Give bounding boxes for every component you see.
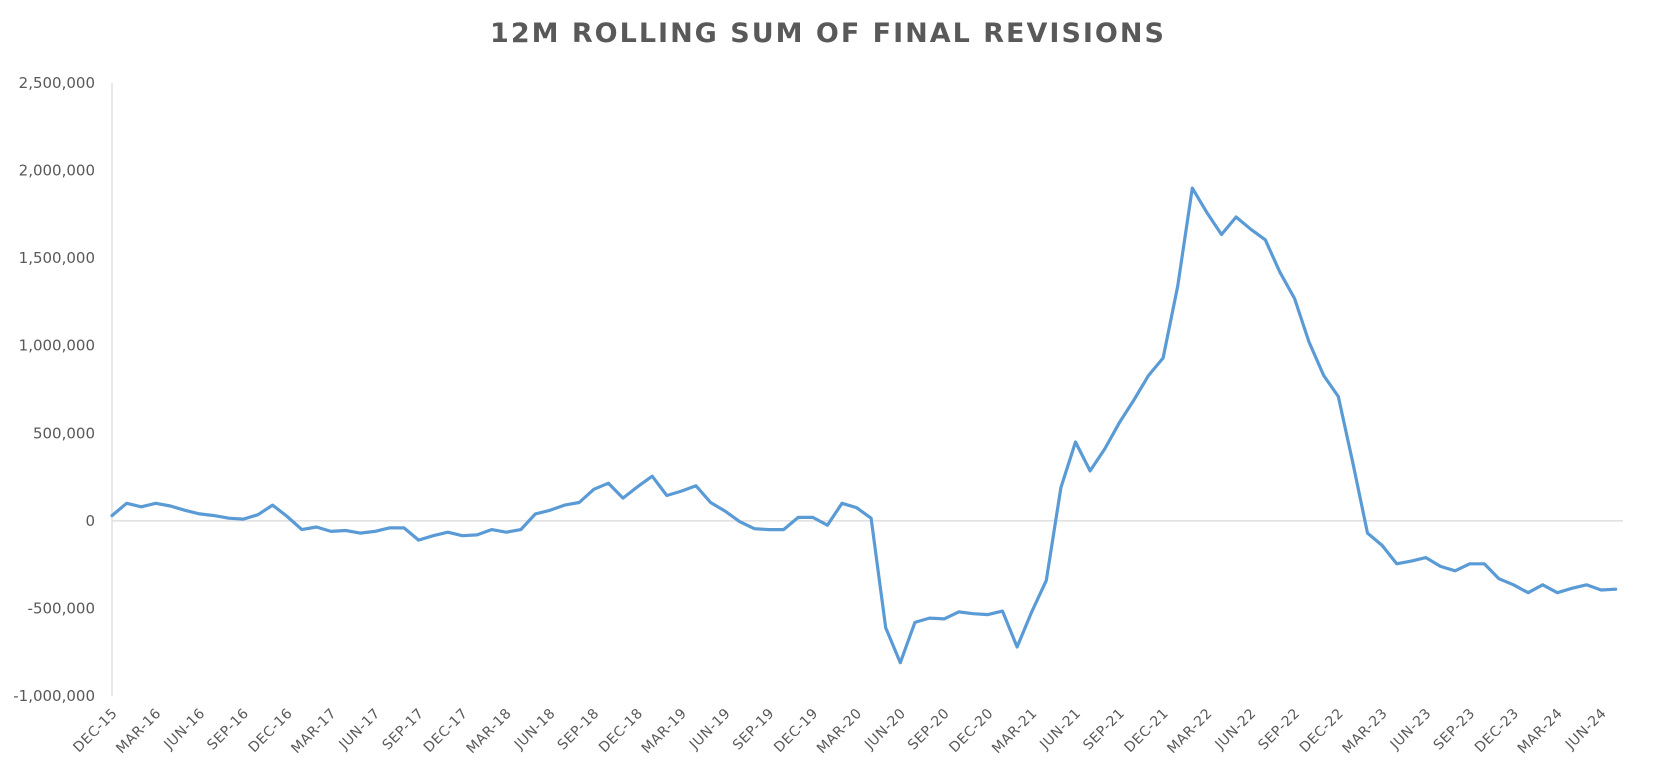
x-tick-label: MAR-24 <box>1515 706 1566 757</box>
x-tick-label: JUN-19 <box>686 706 734 754</box>
x-tick-label: SEP-19 <box>730 706 778 754</box>
x-tick-label: MAR-16 <box>113 706 164 757</box>
x-tick-label: MAR-21 <box>989 706 1040 757</box>
x-tick-label: JUN-22 <box>1212 706 1260 754</box>
x-tick-label: SEP-22 <box>1255 706 1303 754</box>
x-tick-label: DEC-19 <box>771 706 821 756</box>
x-tick-label: JUN-24 <box>1562 706 1610 754</box>
y-tick-label: 1,000,000 <box>19 337 95 355</box>
x-tick-label: DEC-21 <box>1122 706 1172 756</box>
chart-title: 12M ROLLING SUM OF FINAL REVISIONS <box>490 18 1166 49</box>
y-tick-label: -1,000,000 <box>13 687 95 705</box>
x-tick-label: JUN-16 <box>161 706 209 754</box>
x-tick-label: SEP-21 <box>1080 706 1128 754</box>
x-tick-label: DEC-23 <box>1472 706 1522 756</box>
x-tick-label: SEP-17 <box>380 706 428 754</box>
y-tick-label: -500,000 <box>28 599 95 617</box>
y-tick-label: 500,000 <box>33 424 95 442</box>
x-tick-label: DEC-22 <box>1297 706 1347 756</box>
x-tick-label: SEP-20 <box>905 706 953 754</box>
x-tick-label: JUN-18 <box>511 706 559 754</box>
y-tick-label: 1,500,000 <box>19 249 95 267</box>
x-tick-label: DEC-16 <box>246 706 296 756</box>
y-tick-label: 2,500,000 <box>19 74 95 92</box>
x-tick-label: MAR-19 <box>639 706 690 757</box>
x-tick-label: DEC-17 <box>421 706 471 756</box>
x-tick-label: DEC-18 <box>596 706 646 756</box>
x-tick-label: SEP-23 <box>1431 706 1479 754</box>
x-tick-label: MAR-23 <box>1340 706 1391 757</box>
x-tick-label: MAR-18 <box>464 706 515 757</box>
x-tick-label: SEP-18 <box>555 706 603 754</box>
x-tick-label: JUN-21 <box>1036 706 1084 754</box>
y-tick-label: 0 <box>85 512 95 530</box>
x-tick-label: MAR-22 <box>1164 706 1215 757</box>
x-tick-label: JUN-20 <box>861 706 909 754</box>
x-tick-label: SEP-16 <box>204 706 252 754</box>
x-tick-label: DEC-20 <box>946 706 996 756</box>
y-tick-label: 2,000,000 <box>19 162 95 180</box>
series-line <box>110 186 1618 665</box>
x-tick-label: JUN-23 <box>1387 706 1435 754</box>
x-tick-label: MAR-17 <box>288 706 339 757</box>
x-tick-label: DEC-15 <box>70 706 120 756</box>
x-tick-label: JUN-17 <box>336 706 384 754</box>
x-tick-label: MAR-20 <box>814 706 865 757</box>
